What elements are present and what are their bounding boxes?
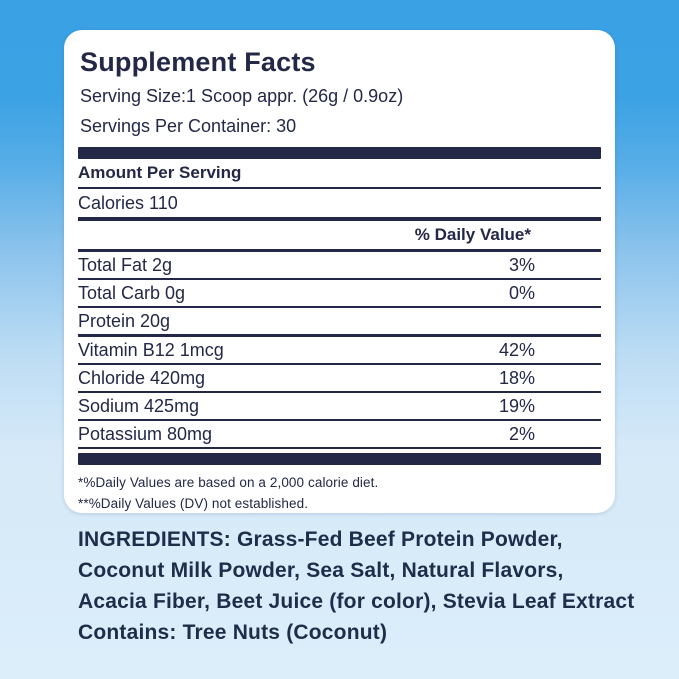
nutrient-percent: 19% [498, 396, 535, 416]
ingredients-text: INGREDIENTS: Grass-Fed Beef Protein Powd… [78, 524, 638, 648]
nutrient-name: Sodium 425mg [78, 396, 200, 416]
daily-value-header: % Daily Value* [78, 221, 601, 252]
servings-per-container: Servings Per Container: 30 [80, 116, 297, 136]
nutrient-name: Protein 20g [78, 311, 171, 331]
ingredients-line: Coconut Milk Powder, Sea Salt, Natural F… [78, 559, 564, 582]
amount-per-serving-header: Amount Per Serving [78, 159, 601, 189]
footnotes: *%Daily Values are based on a 2,000 calo… [78, 472, 601, 514]
divider-bar-top [78, 147, 601, 159]
nutrient-name: Potassium 80mg [78, 424, 213, 444]
table-row: Chloride 420mg 18% [78, 365, 601, 393]
table-row: Potassium 80mg 2% [78, 421, 601, 449]
ingredients-line: Acacia Fiber, Beet Juice (for color), St… [78, 590, 635, 613]
nutrient-name: Vitamin B12 1mcg [78, 340, 224, 360]
nutrient-percent: 42% [498, 340, 535, 360]
nutrient-name: Total Carb 0g [78, 283, 186, 303]
nutrient-name: Total Fat 2g [78, 255, 173, 275]
table-row: Vitamin B12 1mcg 42% [78, 337, 601, 365]
footnote-dv-not-established: **%Daily Values (DV) not established. [78, 496, 309, 511]
ingredients-line: INGREDIENTS: Grass-Fed Beef Protein Powd… [78, 528, 563, 551]
panel-title: Supplement Facts [80, 47, 316, 77]
ingredients-line: Contains: Tree Nuts (Coconut) [78, 621, 388, 644]
nutrient-name: Chloride 420mg [78, 368, 206, 388]
table-row: Total Carb 0g 0% [78, 280, 601, 308]
supplement-facts-panel: Supplement Facts Serving Size:1 Scoop ap… [64, 30, 615, 513]
divider-bar-bottom [78, 453, 601, 465]
table-row: Total Fat 2g 3% [78, 252, 601, 280]
calories-row: Calories 110 [78, 189, 601, 221]
table-row: Sodium 425mg 19% [78, 393, 601, 421]
nutrient-percent: 18% [498, 368, 535, 388]
nutrient-percent: 2% [508, 424, 535, 444]
nutrient-percent: 0% [508, 283, 535, 303]
serving-size: Serving Size:1 Scoop appr. (26g / 0.9oz) [80, 86, 404, 106]
nutrient-percent: 3% [508, 255, 535, 275]
footnote-daily-values: *%Daily Values are based on a 2,000 calo… [78, 475, 379, 490]
table-row: Protein 20g [78, 308, 601, 337]
